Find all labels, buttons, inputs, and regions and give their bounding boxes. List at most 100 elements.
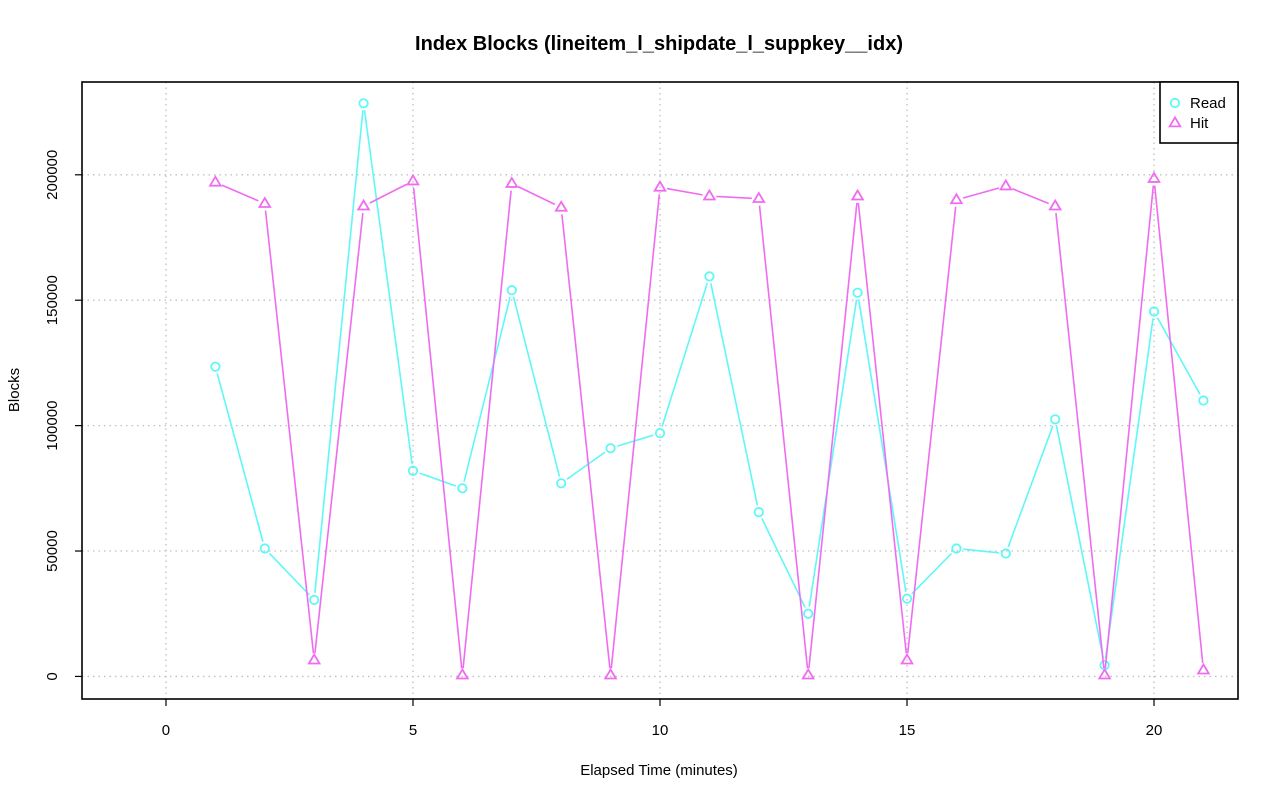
series-read-segment [1104, 318, 1154, 659]
series-hit-segment [857, 202, 908, 654]
hit-point [208, 174, 223, 187]
series-hit-segment [666, 187, 703, 196]
series-read-segment [216, 373, 264, 542]
read-point [803, 608, 814, 619]
series-read [210, 98, 1209, 671]
hit-point [751, 191, 766, 203]
read-point [852, 287, 863, 298]
series-read-segment [363, 110, 413, 464]
series-hit-segment [610, 194, 661, 669]
series-read-segment [269, 553, 310, 596]
read-point [457, 483, 468, 494]
y-axis: 0 50000 100000 150000 200000 [44, 150, 82, 681]
chart-title: Index Blocks (lineitem_l_shipdate_l_supp… [415, 33, 903, 55]
legend-hit-marker [1168, 115, 1182, 128]
series-hit-segment [716, 195, 752, 200]
series-hit-segment [314, 213, 364, 654]
read-point [259, 543, 270, 554]
read-point [358, 98, 369, 109]
y-tick-label: 200000 [44, 150, 61, 200]
series-hit-segment [1055, 213, 1105, 669]
series-hit-segment [906, 206, 957, 654]
x-tick-label: 20 [1146, 722, 1163, 739]
series-hit-segment [758, 205, 809, 669]
legend-read-marker [1169, 97, 1181, 109]
read-point [1198, 395, 1209, 406]
series-read-segment [617, 434, 654, 447]
legend-box [1159, 81, 1239, 144]
hit-point [504, 176, 519, 188]
series-read-segment [808, 299, 858, 607]
series-read-segment [911, 552, 953, 595]
x-tick-label: 0 [162, 722, 170, 739]
series-read-segment [661, 282, 709, 427]
hit-point [801, 667, 816, 680]
read-point [901, 593, 913, 604]
series-read-segment [857, 299, 907, 592]
series-hit-segment [1011, 187, 1050, 205]
series-read-segment [761, 518, 806, 608]
hit-point [653, 179, 667, 192]
hit-point [702, 188, 717, 201]
x-tick-label: 10 [652, 722, 669, 739]
hit-point [1196, 662, 1211, 675]
x-tick-label: 15 [899, 722, 916, 739]
read-point [309, 594, 320, 606]
y-tick-label: 150000 [44, 275, 61, 325]
series-read-segment [512, 296, 561, 477]
y-axis-label: Blocks [6, 368, 23, 412]
series-hit-segment [462, 190, 512, 669]
hit-point [554, 200, 569, 212]
read-point [704, 271, 715, 282]
series-hit-segment [561, 214, 611, 669]
y-tick-label: 50000 [44, 530, 61, 572]
series-hit [208, 171, 1211, 680]
read-point [605, 443, 616, 454]
hit-point [900, 652, 914, 665]
hit-point [603, 667, 618, 680]
hit-point [850, 188, 865, 201]
y-tick-label: 0 [44, 672, 61, 680]
grid-layer [82, 82, 1238, 699]
hit-point [307, 652, 322, 665]
series-hit-segment [962, 187, 1000, 199]
hit-point [1048, 198, 1063, 211]
series-read-segment [963, 548, 999, 554]
series-read-segment [1055, 426, 1105, 659]
series-read-segment [566, 451, 606, 480]
hit-point [406, 173, 420, 186]
x-tick-label: 5 [409, 722, 417, 739]
read-point [210, 361, 221, 372]
y-tick-label: 100000 [44, 401, 61, 451]
read-point [753, 507, 764, 518]
series-read-segment [710, 283, 759, 506]
read-point [506, 285, 517, 296]
series-hit-segment [1153, 185, 1204, 664]
read-point [654, 428, 666, 439]
legend-label-hit: Hit [1190, 115, 1209, 132]
legend: Read Hit [1159, 81, 1239, 144]
read-point [556, 478, 567, 489]
series-hit-segment [1104, 185, 1155, 669]
read-point [1148, 306, 1160, 317]
legend-label-read: Read [1190, 95, 1226, 112]
x-axis: 0 5 10 15 20 [162, 699, 1163, 739]
hit-point [455, 667, 470, 680]
series-hit-segment [412, 187, 463, 669]
series-read-segment [1007, 425, 1054, 548]
series-read-segment [463, 296, 511, 482]
series-hit-segment [221, 184, 259, 202]
hit-point [356, 198, 371, 211]
series-read-segment [314, 110, 364, 594]
hit-point [257, 196, 272, 208]
read-point [1050, 414, 1061, 425]
series-hit-segment [369, 183, 408, 204]
read-point [951, 543, 962, 554]
series-hit-segment [808, 203, 858, 669]
hit-point [998, 178, 1013, 191]
series-hit-segment [264, 210, 315, 654]
series-read-segment [419, 472, 457, 487]
x-axis-label: Elapsed Time (minutes) [580, 762, 738, 779]
series-hit-segment [517, 185, 556, 206]
